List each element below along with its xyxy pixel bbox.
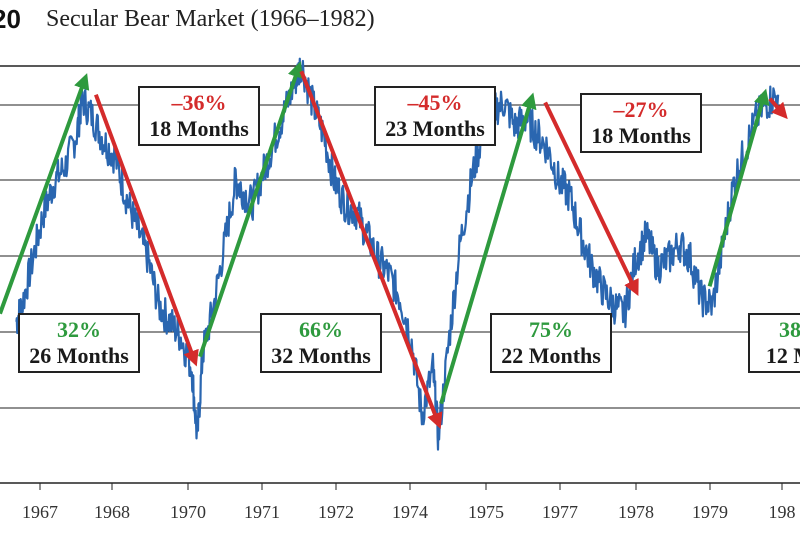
change-percent: 66% [299, 317, 343, 342]
annotation-box: –45% 23 Months [374, 86, 496, 146]
duration-label: 22 Months [501, 343, 601, 368]
trend-arrow-up [707, 88, 770, 287]
duration-label: 12 M [765, 343, 800, 368]
change-percent: 32% [57, 317, 101, 342]
change-percent: –27% [613, 97, 669, 122]
x-axis: 1967 1968 1970 1971 1972 1974 1975 1977 1978 1979… [22, 483, 796, 522]
x-tick-label: 1975 [468, 502, 504, 522]
trend-arrow-down [94, 94, 199, 367]
annotation-box: 32% 26 Months [18, 313, 140, 373]
trend-arrow-up [198, 61, 304, 358]
x-tick-label: 198 [769, 502, 796, 522]
trend-arrows [0, 61, 788, 430]
annotation-box: 75% 22 Months [490, 313, 612, 373]
x-tick-label: 1968 [94, 502, 130, 522]
trend-arrow-down [768, 97, 788, 120]
change-percent: –45% [407, 90, 463, 115]
x-tick-label: 1970 [170, 502, 206, 522]
trend-arrow-down [299, 70, 443, 430]
annotation-box: –36% 18 Months [138, 86, 260, 146]
duration-label: 18 Months [591, 123, 691, 148]
x-tick-label: 1977 [542, 502, 578, 522]
trend-arrow-up [439, 92, 537, 405]
chart-title: Secular Bear Market (1966–1982) [46, 6, 375, 32]
duration-label: 32 Months [271, 343, 371, 368]
figure-number: 20 [0, 4, 21, 34]
trend-arrow-up [0, 73, 90, 315]
annotation-box: –27% 18 Months [580, 93, 702, 153]
x-tick-label: 1978 [618, 502, 654, 522]
trend-arrow-down [543, 101, 639, 296]
x-tick-label: 1972 [318, 502, 354, 522]
duration-label: 18 Months [149, 116, 249, 141]
x-tick-label: 1967 [22, 502, 58, 522]
change-percent: –36% [171, 90, 227, 115]
x-tick-label: 1974 [392, 502, 428, 522]
change-percent: 75% [529, 317, 573, 342]
change-percent: 38 [779, 317, 800, 342]
x-tick-label: 1971 [244, 502, 280, 522]
duration-label: 23 Months [385, 116, 485, 141]
annotation-box: 66% 32 Months [260, 313, 382, 373]
title-bar: 20 Secular Bear Market (1966–1982) [0, 0, 800, 40]
x-tick-label: 1979 [692, 502, 728, 522]
duration-label: 26 Months [29, 343, 129, 368]
